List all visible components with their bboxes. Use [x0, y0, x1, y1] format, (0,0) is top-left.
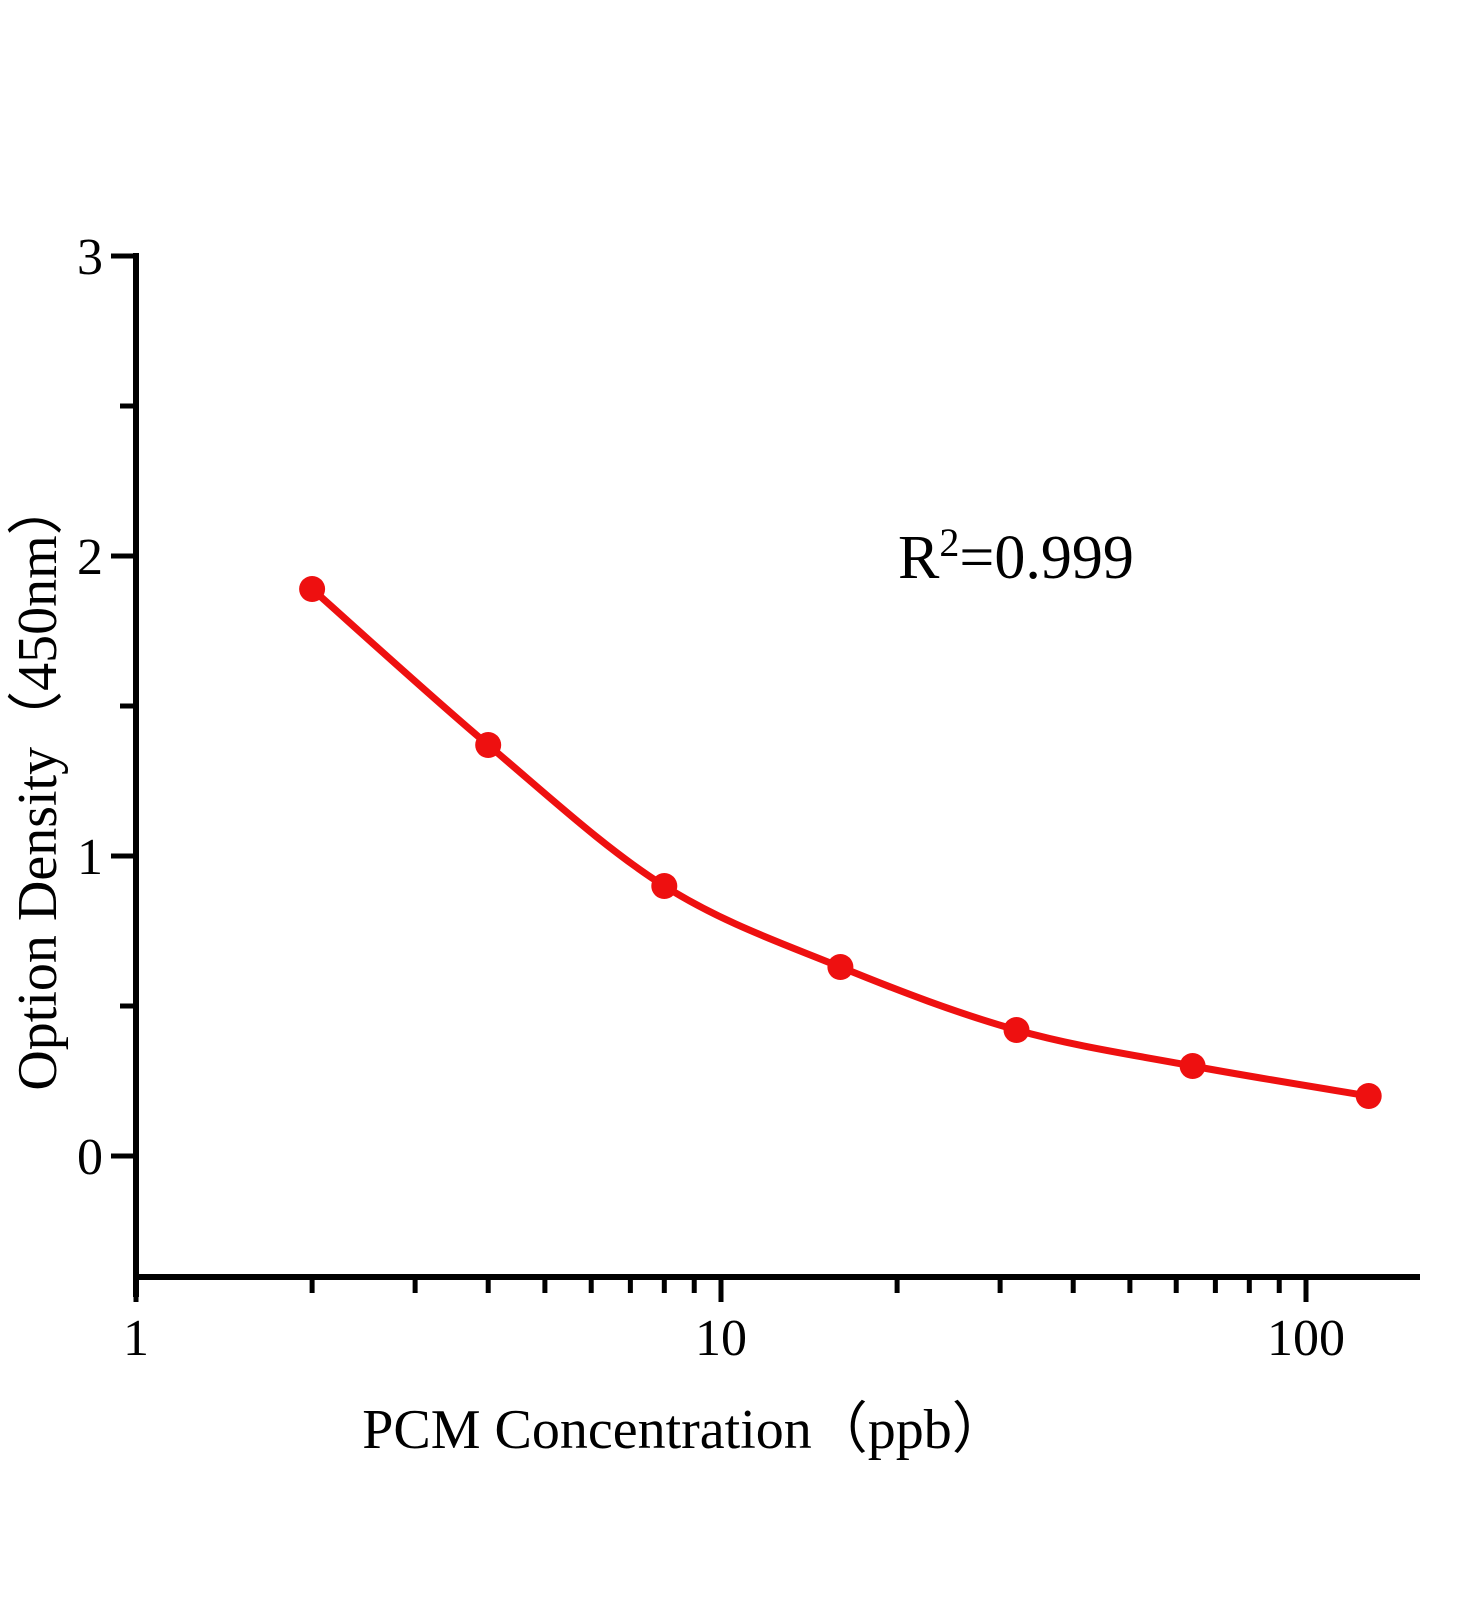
- data-point-marker: [1179, 1053, 1206, 1079]
- data-point-marker: [1355, 1083, 1382, 1109]
- y-tick-label: 2: [77, 529, 103, 586]
- y-axis-title: Option Density（450nm）: [7, 479, 69, 1090]
- y-tick-labels: 0 1 2 3: [77, 229, 103, 1186]
- data-point-marker: [827, 954, 854, 980]
- r-squared-exponent: 2: [939, 520, 959, 565]
- x-tick-label: 1: [123, 1310, 149, 1367]
- data-point-marker: [299, 576, 326, 602]
- y-tick-label: 1: [77, 829, 103, 886]
- r-squared-annotation: R2=0.999: [898, 520, 1134, 592]
- y-tick-label: 0: [77, 1129, 103, 1186]
- x-tick-labels: 1 10 100: [123, 1310, 1345, 1367]
- x-tick-label: 10: [695, 1310, 747, 1367]
- data-points: [299, 576, 1382, 1109]
- fit-curve: [308, 585, 1373, 1100]
- y-axis-ticks: [111, 253, 133, 1159]
- data-point-marker: [651, 873, 678, 899]
- data-point-marker: [475, 732, 502, 758]
- x-axis-ticks: [133, 1280, 1309, 1302]
- r-squared-base: R: [898, 524, 940, 592]
- r-squared-value: =0.999: [959, 524, 1133, 592]
- x-tick-label: 100: [1267, 1310, 1345, 1367]
- data-point-marker: [1003, 1017, 1030, 1043]
- x-axis-title: PCM Concentration（ppb）: [362, 1399, 1008, 1461]
- y-tick-label: 3: [77, 229, 103, 286]
